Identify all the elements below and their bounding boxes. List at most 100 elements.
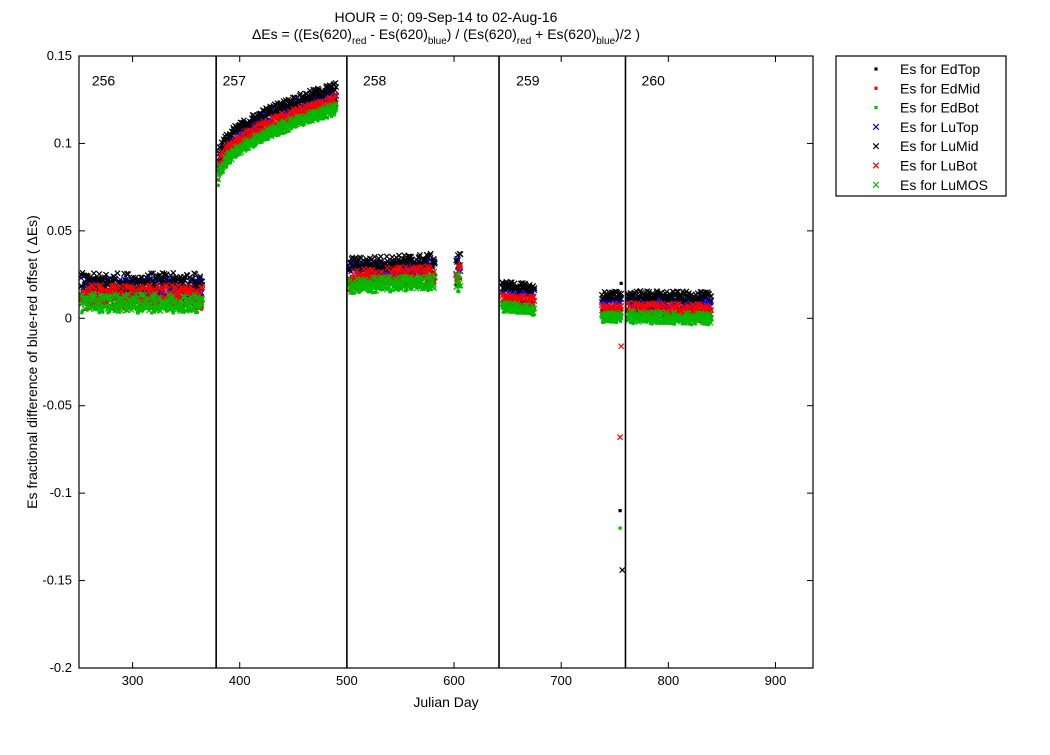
data-point — [371, 280, 375, 284]
data-point — [383, 253, 390, 260]
data-point — [431, 268, 438, 275]
data-point — [646, 288, 653, 295]
data-point — [872, 142, 880, 150]
data-point — [189, 275, 196, 282]
legend-label: Es for LuMOS — [900, 177, 988, 193]
data-point — [531, 285, 538, 292]
x-tick-label: 300 — [122, 673, 144, 688]
data-point — [656, 302, 663, 309]
data-point — [87, 290, 91, 294]
data-point — [137, 307, 144, 314]
data-point — [627, 308, 635, 315]
data-point — [196, 303, 203, 310]
x-tick-label: 700 — [550, 673, 572, 688]
data-point — [618, 509, 622, 513]
data-point — [98, 308, 105, 315]
data-point — [619, 281, 623, 285]
data-point — [364, 283, 369, 287]
data-point — [197, 284, 204, 291]
data-point — [696, 310, 700, 315]
data-point — [404, 266, 411, 273]
data-point — [157, 307, 164, 314]
y-tick-label: 0.05 — [47, 223, 72, 238]
data-point — [619, 567, 626, 574]
data-point — [454, 257, 461, 264]
data-point — [420, 285, 425, 289]
data-point — [618, 309, 625, 316]
series-es-for-lumos — [78, 100, 715, 326]
data-point — [240, 147, 247, 154]
chart-title: HOUR = 0; 09-Sep-14 to 02-Aug-16 — [335, 9, 558, 25]
y-tick-label: -0.2 — [50, 660, 72, 675]
data-point — [419, 283, 423, 287]
data-point — [96, 282, 104, 289]
data-point — [389, 289, 393, 293]
data-point — [412, 272, 416, 276]
data-point — [319, 117, 323, 121]
data-point — [382, 261, 389, 268]
data-point — [170, 269, 177, 276]
data-point — [120, 302, 124, 306]
data-point — [327, 83, 334, 90]
data-point — [90, 283, 97, 290]
x-tick-label: 400 — [229, 673, 251, 688]
data-point — [385, 275, 392, 282]
data-point — [332, 113, 336, 117]
data-point — [323, 115, 327, 119]
data-point — [515, 306, 519, 310]
data-point — [708, 293, 715, 300]
data-point — [431, 260, 438, 267]
data-point — [426, 267, 434, 274]
data-point — [166, 309, 170, 313]
data-point — [360, 286, 367, 293]
data-point — [163, 282, 170, 289]
data-point — [95, 294, 99, 298]
data-point — [639, 310, 646, 317]
data-point — [457, 290, 461, 294]
data-point — [290, 126, 294, 131]
data-point — [169, 284, 176, 291]
data-point — [179, 291, 183, 296]
legend-item: Es for LuBot — [872, 158, 977, 174]
data-point — [228, 156, 235, 163]
data-point — [324, 90, 331, 97]
data-point — [640, 308, 644, 312]
y-axis-label: Es fractional difference of blue-red off… — [24, 215, 40, 509]
data-point — [171, 309, 175, 313]
data-point — [396, 287, 400, 291]
data-point — [427, 281, 431, 286]
data-point — [255, 142, 259, 146]
y-tick-label: 0.15 — [47, 48, 72, 63]
data-point — [121, 293, 128, 300]
data-point — [617, 434, 624, 441]
data-point — [350, 288, 357, 295]
data-point — [381, 282, 388, 289]
data-point — [708, 307, 715, 314]
data-point — [654, 319, 658, 323]
data-point — [416, 251, 423, 258]
data-point — [307, 113, 311, 117]
period-dividers — [215, 56, 627, 668]
data-point — [114, 270, 121, 277]
data-point — [199, 295, 206, 302]
data-point — [874, 67, 878, 71]
data-point — [431, 273, 438, 280]
data-point — [308, 111, 313, 115]
data-point — [197, 301, 202, 306]
data-point — [142, 296, 149, 303]
data-point — [614, 320, 618, 325]
data-point — [80, 311, 84, 315]
period-label: 259 — [516, 73, 540, 89]
data-point — [453, 284, 460, 291]
data-point — [271, 128, 275, 132]
data-point — [600, 310, 604, 314]
period-label: 256 — [92, 73, 116, 89]
data-point — [333, 100, 340, 107]
data-point — [316, 119, 320, 123]
data-point — [217, 173, 221, 177]
x-tick-label: 500 — [336, 673, 358, 688]
data-point — [650, 300, 657, 307]
data-point — [284, 130, 288, 135]
legend-label: Es for LuBot — [900, 158, 977, 174]
